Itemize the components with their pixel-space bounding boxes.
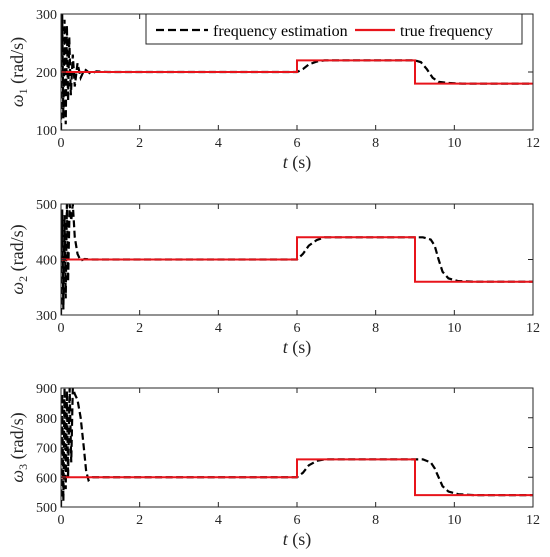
legend: frequency estimation true frequency bbox=[145, 13, 523, 45]
y-tick-label: 400 bbox=[36, 254, 57, 269]
x-tick-label: 6 bbox=[294, 321, 301, 336]
x-axis-symbol: t bbox=[283, 529, 289, 549]
y-axis-subscript: 1 bbox=[16, 88, 30, 94]
x-tick-label: 12 bbox=[526, 513, 540, 528]
axes-box bbox=[60, 387, 534, 508]
x-tick-label: 10 bbox=[447, 321, 461, 336]
x-tick-label: 12 bbox=[526, 136, 540, 151]
x-tick-label: 4 bbox=[215, 513, 222, 528]
y-axis-symbol: ω bbox=[7, 282, 27, 295]
legend-label-estimation: frequency estimation bbox=[213, 23, 348, 40]
y-tick-label: 200 bbox=[36, 66, 57, 81]
y-axis-label: ω2 (rad/s) bbox=[7, 224, 30, 294]
x-axis-unit: (s) bbox=[288, 337, 312, 358]
y-tick-label: 800 bbox=[36, 412, 57, 427]
y-tick-label: 600 bbox=[36, 471, 57, 486]
y-tick-label: 500 bbox=[36, 198, 57, 213]
x-tick-label: 12 bbox=[526, 321, 540, 336]
legend-box bbox=[145, 13, 523, 45]
y-tick-label: 300 bbox=[36, 309, 57, 324]
series-true-frequency bbox=[61, 236, 533, 283]
panel-1: 0 2 4 6 8 10 12 100 200 300 t (s) ω1 (rad/s) bbox=[7, 8, 540, 173]
y-axis-unit: (rad/s) bbox=[7, 37, 28, 88]
x-tick-label: 2 bbox=[136, 136, 143, 151]
series-true-frequency bbox=[61, 458, 533, 497]
y-axis-label: ω3 (rad/s) bbox=[7, 412, 30, 482]
x-axis-symbol: t bbox=[283, 337, 289, 357]
y-axis-subscript: 2 bbox=[16, 276, 30, 282]
x-tick-label: 10 bbox=[447, 136, 461, 151]
x-axis-label: t (s) bbox=[283, 529, 312, 550]
panel-3: 0 2 4 6 8 10 12 500 600 700 800 900 t (s) ω3 (rad/s) bbox=[7, 382, 540, 550]
x-tick-label: 0 bbox=[58, 136, 65, 151]
y-tick-label: 100 bbox=[36, 124, 57, 139]
x-tick-label: 2 bbox=[136, 321, 143, 336]
y-axis-symbol: ω bbox=[7, 94, 27, 107]
x-tick-label: 6 bbox=[294, 513, 301, 528]
x-tick-label: 4 bbox=[215, 321, 222, 336]
x-axis-unit: (s) bbox=[288, 152, 312, 173]
y-axis-symbol: ω bbox=[7, 470, 27, 483]
y-tick-label: 500 bbox=[36, 501, 57, 516]
x-axis-label: t (s) bbox=[283, 337, 312, 358]
x-tick-label: 2 bbox=[136, 513, 143, 528]
x-tick-label: 8 bbox=[372, 321, 379, 336]
y-axis-unit: (rad/s) bbox=[7, 224, 28, 275]
legend-label-true: true frequency bbox=[400, 23, 493, 40]
series-frequency-estimation bbox=[61, 204, 533, 315]
series-frequency-estimation bbox=[61, 14, 533, 130]
y-tick-label: 300 bbox=[36, 8, 57, 23]
x-tick-label: 4 bbox=[215, 136, 222, 151]
x-tick-label: 0 bbox=[58, 513, 65, 528]
y-tick-label: 700 bbox=[36, 442, 57, 457]
x-tick-label: 0 bbox=[58, 321, 65, 336]
x-axis-unit: (s) bbox=[288, 529, 312, 550]
y-tick-label: 900 bbox=[36, 382, 57, 397]
x-tick-label: 10 bbox=[447, 513, 461, 528]
x-tick-label: 8 bbox=[372, 513, 379, 528]
series-true-frequency bbox=[61, 59, 533, 85]
y-axis-unit: (rad/s) bbox=[7, 412, 28, 463]
series-frequency-estimation bbox=[61, 388, 533, 507]
y-axis-subscript: 3 bbox=[16, 464, 30, 470]
x-tick-label: 8 bbox=[372, 136, 379, 151]
x-axis-label: t (s) bbox=[283, 152, 312, 173]
x-tick-label: 6 bbox=[294, 136, 301, 151]
y-axis-label: ω1 (rad/s) bbox=[7, 37, 30, 107]
x-axis-symbol: t bbox=[283, 152, 289, 172]
